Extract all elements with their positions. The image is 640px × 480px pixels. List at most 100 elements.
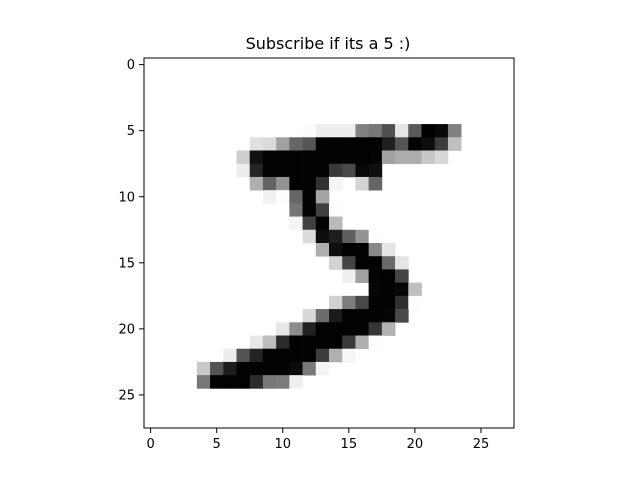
pixel-cell bbox=[329, 243, 343, 257]
pixel-cell bbox=[289, 150, 303, 165]
pixel-cell bbox=[381, 124, 396, 138]
pixel-cell bbox=[368, 335, 383, 350]
chart-title: Subscribe if its a 5 :) bbox=[246, 34, 411, 53]
x-tick-label: 15 bbox=[341, 437, 358, 452]
pixel-cell bbox=[276, 335, 290, 350]
y-tick-label: 15 bbox=[118, 256, 135, 271]
pixel-cell bbox=[302, 335, 317, 350]
pixel-cell bbox=[329, 256, 343, 270]
pixel-cell bbox=[408, 282, 422, 297]
pixel-cell bbox=[329, 124, 343, 138]
pixel-cell bbox=[302, 322, 317, 336]
pixel-cell bbox=[368, 322, 383, 336]
pixel-cell bbox=[302, 124, 317, 138]
pixel-cell bbox=[289, 361, 303, 376]
y-axis: 0 5 10 15 20 25 bbox=[118, 58, 144, 403]
pixel-cell bbox=[262, 335, 277, 350]
pixel-cell bbox=[342, 322, 356, 336]
pixel-cell bbox=[315, 176, 330, 191]
pixel-cell bbox=[276, 322, 290, 336]
axes-frame bbox=[143, 57, 515, 429]
y-tick-label: 5 bbox=[127, 124, 135, 139]
pixel-cell bbox=[368, 243, 383, 257]
pixel-cell bbox=[342, 256, 356, 270]
pixel-cell bbox=[381, 256, 396, 270]
pixel-cell bbox=[421, 150, 436, 165]
pixel-cell bbox=[249, 361, 264, 376]
pixel-cell bbox=[342, 124, 356, 138]
pixel-cell bbox=[262, 375, 277, 389]
pixel-cell bbox=[368, 282, 383, 297]
pixel-cell bbox=[315, 243, 330, 257]
pixel-cell bbox=[289, 375, 303, 389]
pixel-cell bbox=[315, 322, 330, 336]
pixel-cell bbox=[196, 375, 211, 389]
pixel-cell bbox=[315, 216, 330, 231]
pixel-cell bbox=[408, 124, 422, 138]
pixel-cell bbox=[262, 361, 277, 376]
pixel-cell bbox=[381, 150, 396, 165]
pixel-cell bbox=[355, 269, 369, 283]
pixel-cell bbox=[434, 124, 449, 138]
x-tick-label: 5 bbox=[213, 437, 221, 452]
pixel-cell bbox=[355, 322, 369, 336]
pixel-cell bbox=[289, 335, 303, 350]
x-tick-label: 0 bbox=[146, 437, 154, 452]
pixel-cell bbox=[381, 322, 396, 336]
pixel-cell bbox=[276, 361, 290, 376]
pixel-cell bbox=[289, 190, 303, 204]
pixel-cell bbox=[355, 150, 369, 165]
x-tick-label: 20 bbox=[407, 437, 424, 452]
pixel-cell bbox=[329, 335, 343, 350]
pixel-cell bbox=[342, 243, 356, 257]
pixel-cell bbox=[381, 295, 396, 310]
pixel-cell bbox=[262, 150, 277, 165]
pixel-cell bbox=[210, 375, 224, 389]
pixel-cell bbox=[355, 256, 369, 270]
pixel-cell bbox=[329, 203, 343, 217]
pixel-cell bbox=[342, 150, 356, 165]
image-axes: 0 5 10 15 20 25 0 5 10 15 20 25 bbox=[118, 57, 515, 452]
x-tick-label: 25 bbox=[473, 437, 490, 452]
y-tick-label: 25 bbox=[118, 388, 135, 403]
pixel-cell bbox=[276, 348, 290, 363]
pixel-cell bbox=[315, 361, 330, 376]
pixel-cell bbox=[223, 375, 237, 389]
pixel-cell bbox=[289, 163, 303, 178]
pixel-cell bbox=[262, 163, 277, 178]
pixel-cell bbox=[381, 269, 396, 283]
pixel-cell bbox=[421, 124, 436, 138]
pixel-cell bbox=[249, 150, 264, 165]
pixel-cell bbox=[289, 216, 303, 231]
pixel-cell bbox=[302, 163, 317, 178]
pixel-cell bbox=[368, 150, 383, 165]
pixel-cell bbox=[302, 190, 317, 204]
pixel-cell bbox=[289, 137, 303, 151]
pixel-cell bbox=[315, 309, 330, 323]
pixel-cell bbox=[302, 348, 317, 363]
pixel-cell bbox=[249, 176, 264, 191]
pixel-cell bbox=[315, 163, 330, 178]
pixel-cell bbox=[315, 203, 330, 217]
pixel-cell bbox=[395, 269, 409, 283]
pixel-cell bbox=[355, 335, 369, 350]
pixel-cell bbox=[315, 150, 330, 165]
pixel-cell bbox=[329, 348, 343, 363]
pixel-cell bbox=[289, 348, 303, 363]
pixel-cell bbox=[395, 137, 409, 151]
pixel-cell bbox=[355, 124, 369, 138]
pixel-cell bbox=[381, 137, 396, 151]
pixel-cell bbox=[381, 243, 396, 257]
pixel-cell bbox=[289, 203, 303, 217]
pixel-cell bbox=[289, 176, 303, 191]
pixel-cell bbox=[289, 322, 303, 336]
pixel-cell bbox=[276, 176, 290, 191]
pixel-cell bbox=[368, 269, 383, 283]
pixel-cell bbox=[434, 150, 449, 165]
pixel-cell bbox=[355, 309, 369, 323]
x-tick-label: 10 bbox=[274, 437, 291, 452]
pixel-cell bbox=[447, 137, 462, 151]
pixel-cell bbox=[262, 176, 277, 191]
pixel-cell bbox=[395, 309, 409, 323]
pixel-cell bbox=[210, 361, 224, 376]
